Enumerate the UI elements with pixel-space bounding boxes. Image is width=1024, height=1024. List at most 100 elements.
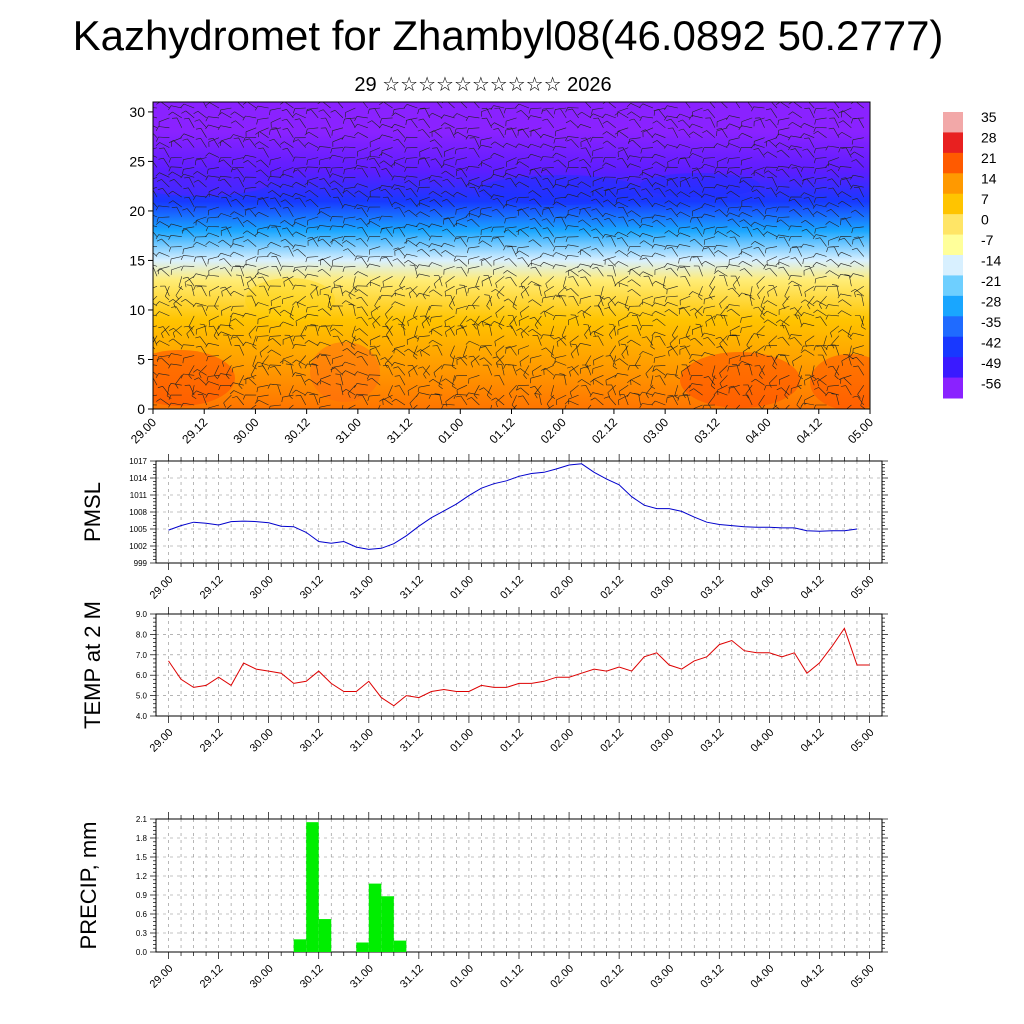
x-tick-label: 29.12 [198,963,226,991]
colorbar-swatch [943,377,963,399]
precip-bar [393,940,407,952]
x-tick-label: 01.00 [435,415,466,446]
temp-line [168,627,870,707]
grid [156,613,882,717]
colorbar-swatch [943,295,963,317]
y-tick-label: 1.8 [136,834,148,843]
x-tick-label: 01.12 [486,415,517,446]
colorbar-swatch [943,173,963,195]
x-tick-label: 04.12 [799,574,827,602]
x-tick-label: 31.12 [384,415,415,446]
x-tick-label: 01.00 [448,574,476,602]
y-tick-label: 5 [137,351,145,367]
pmsl-panel: 999 1002 1005 1008 1011 1014 1017 29.00 29.12 30.… [80,454,888,602]
temperature-anomaly [480,175,640,205]
precip-bar [318,919,332,952]
y-tick-label: 2.1 [136,815,148,824]
colorbar: 35 28 21 14 7 0 -7 -14 -21 -28 -35 -42 -49 -56 [943,109,1001,399]
colorbar-label: -56 [981,376,1001,392]
y-axis-label: PRECIP, mm [76,822,101,950]
y-tick-label: 1014 [129,474,147,483]
y-tick-label: 15 [129,252,145,268]
colorbar-label: 35 [981,109,997,125]
x-tick-label: 31.12 [398,727,426,755]
y-tick-label: 999 [134,559,148,568]
y-tick-label: 0.6 [136,910,148,919]
x-tick-label: 02.12 [598,574,626,602]
y-tick-label: 5.0 [136,692,148,701]
y-tick-label: 30 [129,104,145,120]
x-tick-label: 31.00 [348,574,376,602]
x-tick-label: 02.12 [598,727,626,755]
x-tick-label: 04.12 [799,727,827,755]
x-tick-label: 30.12 [298,963,326,991]
temperature-anomaly [245,278,335,322]
y-tick-label: 6.0 [136,671,148,680]
colorbar-label: 21 [981,150,997,166]
x-tick-label: 30.12 [282,415,313,446]
colorbar-label: 28 [981,130,997,146]
colorbar-label: 14 [981,171,997,187]
colorbar-swatch [943,214,963,236]
chart-title: Kazhydromet for Zhambyl08(46.0892 50.277… [72,12,944,59]
y-axis-label: PMSL [80,482,105,542]
x-tick-label: 04.12 [799,963,827,991]
x-tick-label: 29.00 [148,727,176,755]
x-tick-label: 03.00 [648,727,676,755]
colorbar-label: 7 [981,191,989,207]
y-tick-label: 1008 [129,508,147,517]
x-tick-label: 02.00 [538,415,569,446]
colorbar-label: -49 [981,355,1001,371]
y-tick-label: 1002 [129,542,147,551]
y-tick-label: 1017 [129,457,147,466]
colorbar-swatch [943,316,963,338]
x-tick-label: 02.12 [598,963,626,991]
y-tick-label: 0.0 [136,948,148,957]
precip-panel: 0.0 0.3 0.6 0.9 1.2 1.5 1.8 2.1 29.00 29.12 30.00 3… [76,812,888,991]
x-tick-label: 29.12 [179,415,210,446]
x-tick-label: 05.00 [849,963,877,991]
temperature-anomaly [153,168,270,196]
y-axis-label: TEMP at 2 M [80,601,105,729]
x-tick-label: 30.00 [248,963,276,991]
colorbar-label: -42 [981,335,1001,351]
x-tick-label: 04.00 [749,727,777,755]
x-tick-label: 29.12 [198,727,226,755]
x-tick-label: 03.00 [648,963,676,991]
y-tick-label: 0.3 [136,929,148,938]
y-tick-label: 20 [129,203,145,219]
pmsl-line [168,463,858,550]
colorbar-label: -21 [981,273,1001,289]
x-tick-label: 01.12 [498,963,526,991]
colorbar-swatch [943,112,963,133]
wind-barb-set [153,102,866,409]
x-tick-label: 04.00 [749,963,777,991]
x-tick-label: 02.00 [548,574,576,602]
x-tick-label: 29.00 [128,415,159,446]
x-tick-label: 29.12 [198,574,226,602]
y-tick-label: 25 [129,153,145,169]
y-tick-label: 1005 [129,525,147,534]
temperature-anomaly [310,342,380,402]
x-tick-label: 04.00 [743,415,774,446]
colorbar-label: -28 [981,294,1001,310]
temperature-anomaly [810,354,870,409]
x-tick-label: 29.00 [148,574,176,602]
x-tick-label: 03.00 [648,574,676,602]
y-tick-label: 1011 [130,491,148,500]
x-tick-label: 30.12 [298,574,326,602]
precip-bar [356,942,369,952]
precip-bar [368,883,382,952]
x-tick-label: 01.00 [448,963,476,991]
precip-bar [306,822,319,952]
x-tick-label: 31.00 [348,963,376,991]
x-tick-label: 02.00 [548,963,576,991]
precip-bar [381,896,394,952]
colorbar-label: -35 [981,314,1001,330]
grid [156,818,882,953]
colorbar-swatch [943,132,963,154]
x-tick-label: 29.00 [148,963,176,991]
x-tick-label: 05.00 [849,727,877,755]
x-tick-label: 31.12 [398,574,426,602]
